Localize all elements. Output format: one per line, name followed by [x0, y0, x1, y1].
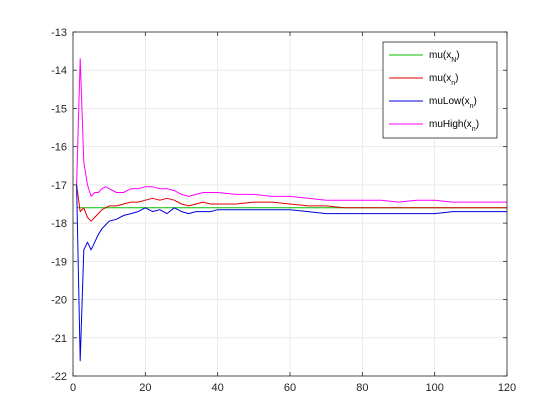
- y-tick-label: -13: [51, 27, 67, 39]
- y-tick-label: -14: [51, 65, 67, 77]
- legend-label-end: ): [455, 73, 458, 84]
- y-tick-label: -17: [51, 180, 67, 192]
- x-tick-label: 120: [498, 382, 516, 394]
- x-tick-label: 40: [212, 382, 224, 394]
- y-tick-label: -15: [51, 103, 67, 115]
- legend-label-main: muHigh(x: [429, 119, 472, 130]
- legend-label-main: mu(x: [429, 50, 451, 61]
- y-tick-label: -18: [51, 218, 67, 230]
- x-tick-label: 80: [356, 382, 368, 394]
- y-tick-label: -19: [51, 256, 67, 268]
- y-tick-label: -20: [51, 295, 67, 307]
- legend-label-main: muLow(x: [429, 96, 470, 107]
- legend-label-end: ): [473, 96, 476, 107]
- x-tick-label: 20: [139, 382, 151, 394]
- legend-label-end: ): [476, 119, 479, 130]
- x-tick-label: 0: [70, 382, 76, 394]
- x-tick-label: 60: [284, 382, 296, 394]
- x-tick-label: 100: [425, 382, 443, 394]
- y-tick-label: -21: [51, 333, 67, 345]
- legend-label-main: mu(x: [429, 73, 451, 84]
- legend-label-end: ): [456, 50, 459, 61]
- legend: mu(xN)mu(xn)muLow(xn)muHigh(xn): [383, 42, 497, 138]
- y-tick-label: -16: [51, 142, 67, 154]
- y-tick-label: -22: [51, 371, 67, 383]
